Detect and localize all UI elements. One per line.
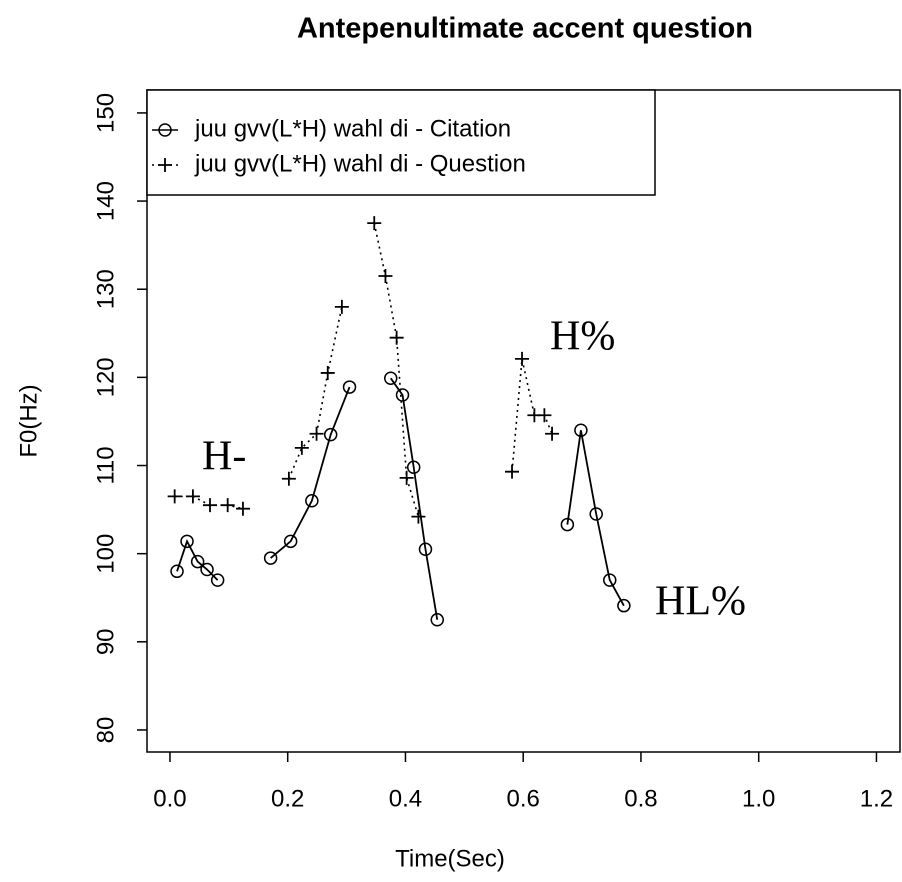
point [406,460,421,475]
legend-label: juu gvv(L*H) wahl di - Citation [194,115,511,142]
annotation: HL% [655,579,746,625]
point [235,501,250,516]
point [323,427,338,442]
legend-box [146,89,656,196]
legend-label: juu gvv(L*H) wahl di - Question [194,150,526,177]
y-tick-label: 130 [92,269,119,309]
series-line [176,377,625,620]
y-tick-label: 80 [92,717,119,744]
point [545,426,560,441]
point [294,440,309,455]
point [334,299,349,314]
y-tick-label: 120 [92,357,119,397]
point [342,380,357,394]
y-tick-label: 110 [92,446,119,484]
point [305,494,319,508]
x-tick-label: 0.6 [507,785,540,812]
point [283,534,298,549]
x-tick-label: 1.2 [860,785,893,812]
legend-marker [158,158,172,172]
y-axis-label: F0(Hz) [15,384,42,457]
x-tick-label: 0.2 [271,785,304,812]
point [399,470,414,485]
y-tick-label: 100 [92,534,119,574]
point [170,564,184,579]
point [210,573,225,587]
point [378,268,393,283]
point [220,498,235,513]
x-tick-label: 0.4 [389,785,422,812]
point [560,517,575,532]
point [515,351,530,366]
point [589,507,603,521]
point [603,573,617,587]
point [180,534,194,549]
y-tick-label: 150 [92,93,119,133]
point [185,489,200,504]
point [309,426,324,441]
point [418,542,433,557]
point [574,423,588,438]
point [430,613,444,627]
point [200,562,214,577]
x-tick-label: 0.0 [153,785,186,812]
point [389,330,404,345]
point [617,598,631,613]
point [320,365,335,380]
y-tick-label: 140 [92,181,119,221]
x-tick-label: 0.8 [624,785,657,812]
point [537,408,552,423]
point [395,388,410,402]
point [190,554,205,569]
y-tick-label: 90 [92,628,119,655]
legend-marker [158,123,172,137]
x-axis-label: Time(Sec) [395,845,505,872]
point [281,471,296,486]
point [263,551,278,565]
point [411,509,426,524]
point [167,489,182,504]
annotation: H- [202,434,246,480]
point [505,464,520,479]
x-tick-label: 1.0 [742,785,775,812]
annotation: H% [550,314,615,360]
point [367,216,382,231]
point [383,371,398,385]
point [202,498,217,513]
chart-title: Antepenultimate accent question [297,13,753,45]
